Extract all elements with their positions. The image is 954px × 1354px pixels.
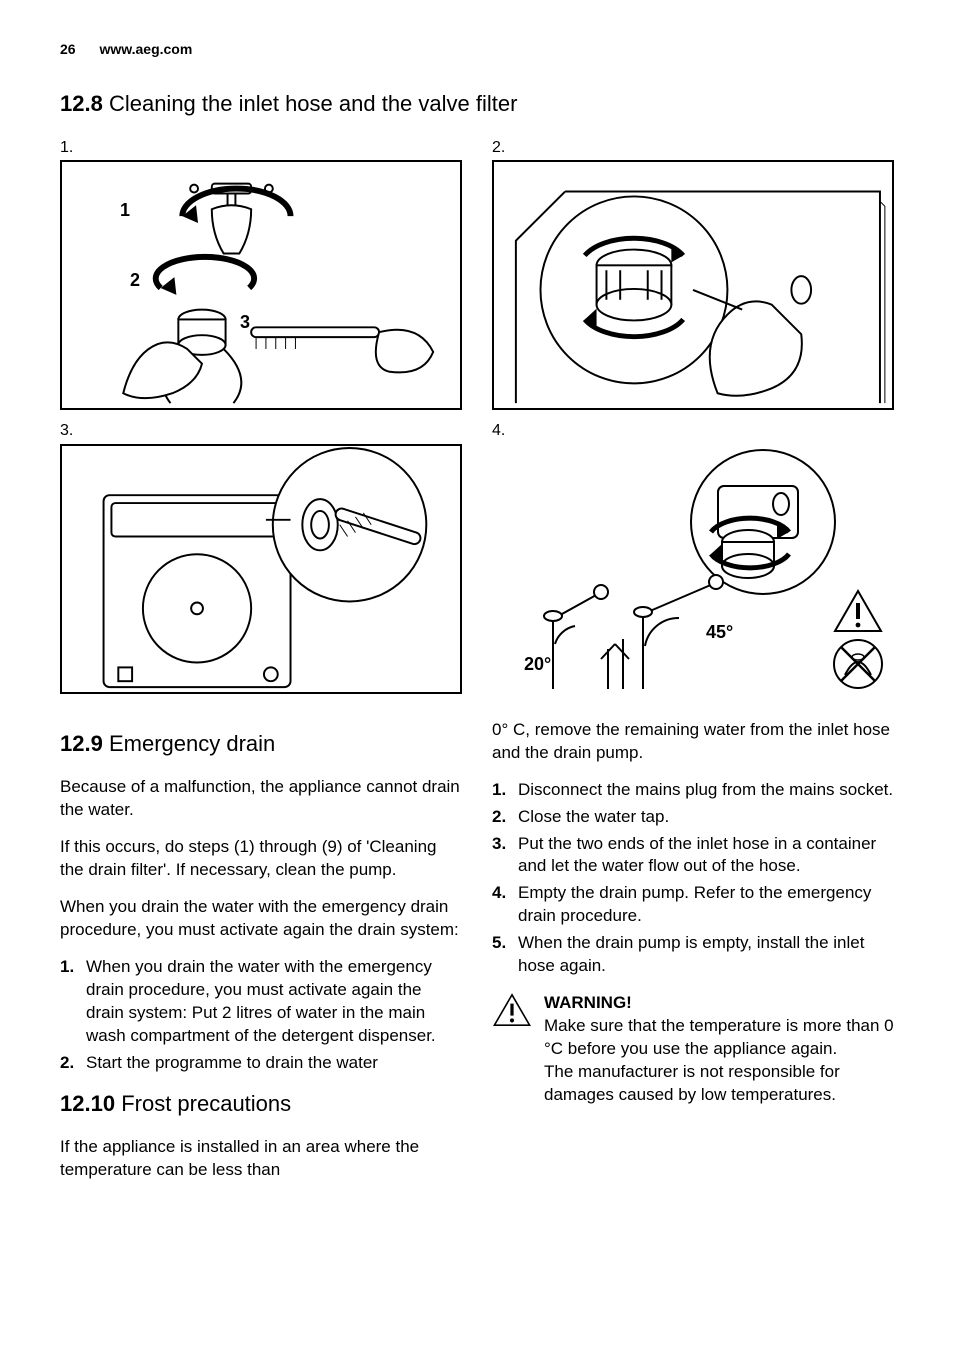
section-12-10-heading: 12.10 Frost precautions xyxy=(60,1089,462,1119)
warning-block: WARNING! Make sure that the temperature … xyxy=(492,992,894,1107)
site-url: www.aeg.com xyxy=(99,41,192,57)
step-text: Disconnect the mains plug from the mains… xyxy=(518,779,894,802)
sec1210-p1-right: 0° C, remove the remaining water from th… xyxy=(492,719,894,765)
figure-1: 1. xyxy=(60,137,462,411)
section-number: 12.10 xyxy=(60,1091,115,1116)
step-text: Empty the drain pump. Refer to the emerg… xyxy=(518,882,894,928)
sec129-p2: If this occurs, do steps (1) through (9)… xyxy=(60,836,462,882)
warning-body: Make sure that the temperature is more t… xyxy=(544,1015,894,1107)
figure-4-label: 4. xyxy=(492,420,894,442)
list-item: 1.When you drain the water with the emer… xyxy=(60,956,462,1048)
sec1210-p1-left: If the appliance is installed in an area… xyxy=(60,1136,462,1182)
warning-icon xyxy=(492,992,532,1028)
step-text: Put the two ends of the inlet hose in a … xyxy=(518,833,894,879)
figure-4: 4. xyxy=(492,420,894,694)
sec129-p1: Because of a malfunction, the appliance … xyxy=(60,776,462,822)
section-12-8-heading: 12.8 Cleaning the inlet hose and the val… xyxy=(60,89,894,119)
figure-3-box xyxy=(60,444,462,694)
section-title: Emergency drain xyxy=(109,731,275,756)
section-12-9-heading: 12.9 Emergency drain xyxy=(60,729,462,759)
section-number: 12.9 xyxy=(60,731,103,756)
figure-2-box xyxy=(492,160,894,410)
step-text: Close the water tap. xyxy=(518,806,894,829)
figure-1-callout-3: 3 xyxy=(240,310,250,334)
figure-grid: 1. xyxy=(60,137,894,694)
warning-text: WARNING! Make sure that the temperature … xyxy=(544,992,894,1107)
list-item: 4.Empty the drain pump. Refer to the eme… xyxy=(492,882,894,928)
sec129-p3: When you drain the water with the emerge… xyxy=(60,896,462,942)
list-item: 1.Disconnect the mains plug from the mai… xyxy=(492,779,894,802)
sec1210-steps: 1.Disconnect the mains plug from the mai… xyxy=(492,779,894,979)
figure-4-box: 20° 45° xyxy=(492,444,894,694)
warning-title: WARNING! xyxy=(544,992,894,1015)
section-title: Cleaning the inlet hose and the valve fi… xyxy=(109,91,517,116)
left-column: 12.9 Emergency drain Because of a malfun… xyxy=(60,719,462,1197)
right-column: 0° C, remove the remaining water from th… xyxy=(492,719,894,1107)
figure-4-angle-20: 20° xyxy=(524,652,551,676)
figure-3: 3. xyxy=(60,420,462,694)
list-item: 5.When the drain pump is empty, install … xyxy=(492,932,894,978)
sec129-steps: 1.When you drain the water with the emer… xyxy=(60,956,462,1075)
list-item: 3.Put the two ends of the inlet hose in … xyxy=(492,833,894,879)
list-item: 2.Close the water tap. xyxy=(492,806,894,829)
figure-2-label: 2. xyxy=(492,137,894,159)
step-text: Start the programme to drain the water xyxy=(86,1052,462,1075)
figure-2-svg xyxy=(494,162,892,408)
section-title: Frost precautions xyxy=(121,1091,291,1116)
figure-2: 2. xyxy=(492,137,894,411)
step-text: When you drain the water with the emerge… xyxy=(86,956,462,1048)
figure-1-callout-2: 2 xyxy=(130,268,140,292)
figure-3-svg xyxy=(62,446,460,692)
figure-1-label: 1. xyxy=(60,137,462,159)
figure-1-box: 1 2 3 xyxy=(60,160,462,410)
list-item: 2.Start the programme to drain the water xyxy=(60,1052,462,1075)
step-text: When the drain pump is empty, install th… xyxy=(518,932,894,978)
figure-4-angle-45: 45° xyxy=(706,620,733,644)
figure-4-svg xyxy=(492,444,894,694)
figure-1-callout-1: 1 xyxy=(120,198,130,222)
page-number: 26 xyxy=(60,41,76,57)
page-header: 26 www.aeg.com xyxy=(60,40,894,59)
section-number: 12.8 xyxy=(60,91,103,116)
figure-3-label: 3. xyxy=(60,420,462,442)
text-columns: 12.9 Emergency drain Because of a malfun… xyxy=(60,719,894,1197)
